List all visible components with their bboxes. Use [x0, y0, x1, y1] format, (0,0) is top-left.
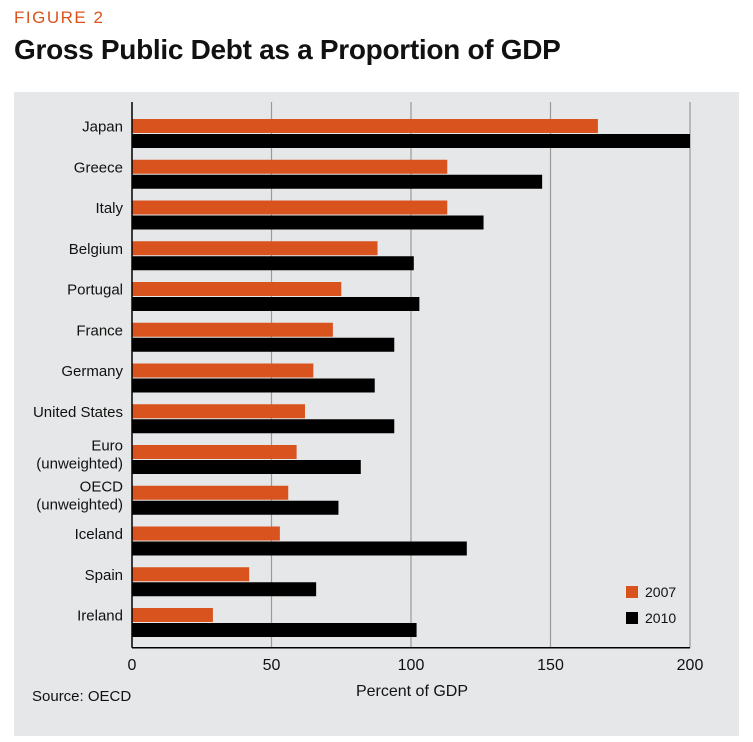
legend-swatch-2010	[626, 612, 638, 624]
category-label: United States	[33, 404, 123, 421]
bar-chart: Japan Greece Italy Belgium Portugal France Ger…	[32, 102, 704, 705]
category-label-line: Euro	[91, 438, 123, 455]
bar-2010-germany	[132, 378, 375, 393]
bar-2010-france	[132, 337, 395, 352]
figure-label: FIGURE 2	[14, 8, 105, 27]
category-label: Germany	[61, 363, 123, 380]
category-label: France	[76, 322, 123, 339]
bar-2007-oecd-unweighted-	[132, 485, 289, 500]
legend-label-2007: 2007	[645, 584, 676, 600]
category-label: Greece	[74, 159, 123, 176]
bar-2007-spain	[132, 567, 250, 582]
category-label-line: (unweighted)	[36, 456, 123, 473]
category-label: Japan	[82, 119, 123, 136]
category-label-line: OECD	[80, 478, 124, 495]
bar-2010-belgium	[132, 256, 414, 271]
bar-2010-japan	[132, 134, 690, 148]
bar-2007-italy	[132, 200, 448, 215]
chart-panel: Japan Greece Italy Belgium Portugal France Ger…	[14, 92, 739, 736]
category-label: Spain	[85, 567, 123, 584]
bar-2007-iceland	[132, 526, 280, 541]
x-tick-label: 50	[263, 657, 281, 674]
bar-2007-greece	[132, 159, 448, 174]
bar-2010-ireland	[132, 623, 417, 637]
category-label: Portugal	[67, 282, 123, 299]
bar-2010-oecd-unweighted-	[132, 500, 339, 515]
legend-label-2010: 2010	[645, 610, 676, 626]
bar-2010-portugal	[132, 297, 420, 311]
bar-2007-united-states	[132, 404, 305, 419]
bar-2007-germany	[132, 363, 314, 378]
x-tick-label: 150	[537, 657, 564, 674]
x-tick-label: 200	[677, 657, 704, 674]
category-label: Ireland	[77, 608, 123, 625]
x-axis-title: Percent of GDP	[356, 683, 468, 700]
bar-2010-euro-unweighted-	[132, 460, 361, 474]
bar-2007-ireland	[132, 608, 213, 622]
bar-2010-italy	[132, 215, 484, 230]
bar-2007-portugal	[132, 282, 342, 296]
category-label: Italy	[95, 200, 123, 217]
source-note: Source: OECD	[32, 688, 131, 705]
bar-2007-france	[132, 322, 333, 337]
bar-2007-belgium	[132, 241, 378, 256]
bar-2007-japan	[132, 119, 598, 133]
x-tick-label: 100	[398, 657, 425, 674]
bar-2010-united-states	[132, 419, 395, 434]
bar-2007-euro-unweighted-	[132, 445, 297, 459]
category-label-line: (unweighted)	[36, 496, 123, 513]
bar-2010-greece	[132, 174, 543, 189]
legend: 2007 2010	[626, 584, 676, 626]
category-label: OECD (unweighted)	[36, 478, 123, 513]
bar-2010-spain	[132, 582, 317, 597]
chart-title: Gross Public Debt as a Proportion of GDP	[14, 34, 561, 65]
legend-swatch-2007	[626, 586, 638, 598]
category-label: Euro (unweighted)	[36, 438, 123, 473]
category-label: Belgium	[69, 241, 123, 258]
bar-2010-iceland	[132, 541, 467, 556]
x-tick-label: 0	[128, 657, 137, 674]
category-label: Iceland	[75, 526, 123, 543]
